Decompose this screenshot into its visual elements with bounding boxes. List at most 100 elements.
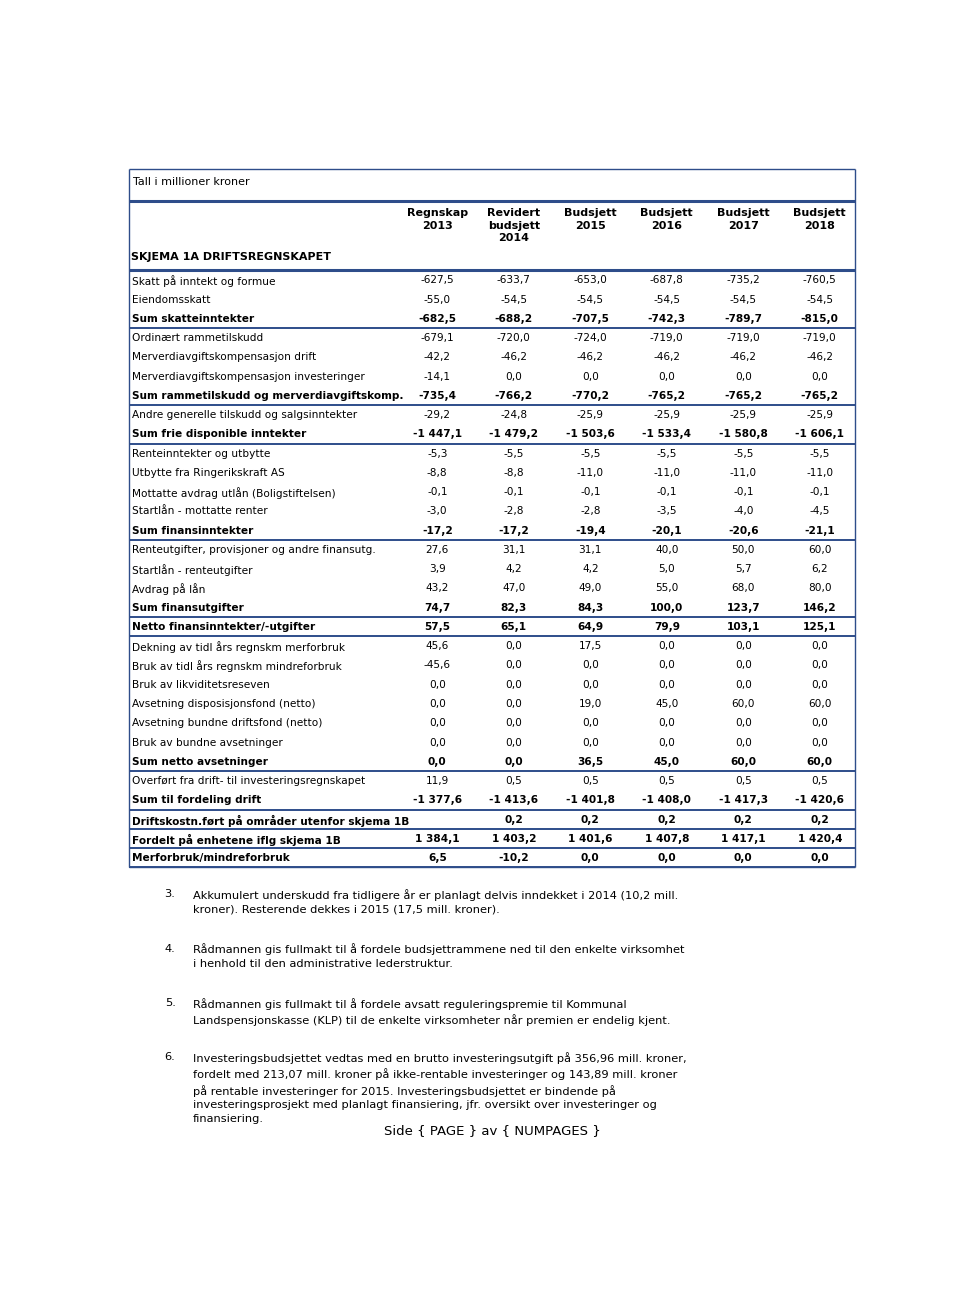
Text: -20,6: -20,6 bbox=[728, 526, 758, 535]
Text: -1 447,1: -1 447,1 bbox=[413, 429, 462, 439]
Text: 0,2: 0,2 bbox=[504, 815, 523, 824]
Text: 0,0: 0,0 bbox=[811, 642, 828, 651]
Text: Fordelt på enhetene iflg skjema 1B: Fordelt på enhetene iflg skjema 1B bbox=[132, 833, 341, 846]
Text: Ordinært rammetilskudd: Ordinært rammetilskudd bbox=[132, 333, 263, 343]
Text: 0,0: 0,0 bbox=[429, 737, 445, 748]
Text: 27,6: 27,6 bbox=[425, 544, 449, 555]
Text: -5,5: -5,5 bbox=[657, 448, 677, 459]
Text: 0,0: 0,0 bbox=[810, 853, 829, 863]
Text: -1 606,1: -1 606,1 bbox=[795, 429, 844, 439]
Text: Sum finansutgifter: Sum finansutgifter bbox=[132, 603, 244, 613]
Text: 0,0: 0,0 bbox=[505, 661, 522, 670]
Text: -770,2: -770,2 bbox=[571, 391, 610, 400]
Text: 1 384,1: 1 384,1 bbox=[415, 833, 460, 844]
Text: Overført fra drift- til investeringsregnskapet: Overført fra drift- til investeringsregn… bbox=[132, 776, 365, 787]
Text: -5,5: -5,5 bbox=[809, 448, 830, 459]
Text: -707,5: -707,5 bbox=[571, 314, 610, 324]
Text: Driftskostn.ført på områder utenfor skjema 1B: Driftskostn.ført på områder utenfor skje… bbox=[132, 815, 409, 827]
Text: 40,0: 40,0 bbox=[655, 544, 679, 555]
Text: Rådmannen gis fullmakt til å fordele budsjettrammene ned til den enkelte virksom: Rådmannen gis fullmakt til å fordele bud… bbox=[193, 943, 684, 969]
Text: Eiendomsskatt: Eiendomsskatt bbox=[132, 294, 210, 305]
Text: Merverdiavgiftskompensasjon drift: Merverdiavgiftskompensasjon drift bbox=[132, 353, 316, 363]
Text: 0,0: 0,0 bbox=[428, 757, 446, 767]
Text: 45,0: 45,0 bbox=[654, 757, 680, 767]
Text: -46,2: -46,2 bbox=[730, 353, 756, 363]
Text: 0,0: 0,0 bbox=[505, 737, 522, 748]
Text: Sum rammetilskudd og merverdiavgiftskomp.: Sum rammetilskudd og merverdiavgiftskomp… bbox=[132, 391, 403, 400]
Text: 0,0: 0,0 bbox=[734, 718, 752, 728]
Text: -46,2: -46,2 bbox=[500, 353, 527, 363]
Text: Avdrag på lån: Avdrag på lån bbox=[132, 583, 205, 595]
Text: 0,2: 0,2 bbox=[658, 815, 676, 824]
Text: -8,8: -8,8 bbox=[427, 468, 447, 478]
Text: 0,0: 0,0 bbox=[429, 679, 445, 689]
Text: SKJEMA 1A DRIFTSREGNSKAPET: SKJEMA 1A DRIFTSREGNSKAPET bbox=[132, 253, 331, 262]
Text: 0,0: 0,0 bbox=[429, 718, 445, 728]
Text: -1 533,4: -1 533,4 bbox=[642, 429, 691, 439]
Text: 31,1: 31,1 bbox=[579, 544, 602, 555]
Text: -1 503,6: -1 503,6 bbox=[565, 429, 614, 439]
Text: -46,2: -46,2 bbox=[577, 353, 604, 363]
Text: 0,0: 0,0 bbox=[734, 642, 752, 651]
Text: -17,2: -17,2 bbox=[498, 526, 529, 535]
Text: Budsjett
2017: Budsjett 2017 bbox=[717, 209, 770, 231]
Text: -54,5: -54,5 bbox=[500, 294, 527, 305]
Text: -3,0: -3,0 bbox=[427, 507, 447, 516]
Text: 0,0: 0,0 bbox=[581, 853, 600, 863]
Text: Skatt på inntekt og formue: Skatt på inntekt og formue bbox=[132, 275, 276, 288]
Text: -1 479,2: -1 479,2 bbox=[490, 429, 539, 439]
Text: -0,1: -0,1 bbox=[427, 487, 447, 498]
Text: Sum finansinntekter: Sum finansinntekter bbox=[132, 526, 253, 535]
Text: -0,1: -0,1 bbox=[503, 487, 524, 498]
Text: 123,7: 123,7 bbox=[727, 603, 760, 613]
Text: 0,0: 0,0 bbox=[659, 718, 675, 728]
Text: -815,0: -815,0 bbox=[801, 314, 839, 324]
Text: -720,0: -720,0 bbox=[497, 333, 531, 343]
Text: -4,0: -4,0 bbox=[733, 507, 754, 516]
Text: Dekning av tidl års regnskm merforbruk: Dekning av tidl års regnskm merforbruk bbox=[132, 642, 345, 653]
Text: 0,0: 0,0 bbox=[811, 372, 828, 381]
Text: 79,9: 79,9 bbox=[654, 622, 680, 632]
Text: 0,5: 0,5 bbox=[505, 776, 522, 787]
Text: -742,3: -742,3 bbox=[648, 314, 685, 324]
Text: Tall i millioner kroner: Tall i millioner kroner bbox=[132, 178, 250, 188]
Text: -0,1: -0,1 bbox=[580, 487, 601, 498]
Text: Renteinntekter og utbytte: Renteinntekter og utbytte bbox=[132, 448, 271, 459]
Text: 43,2: 43,2 bbox=[425, 583, 449, 594]
Text: Bruk av likviditetsreseven: Bruk av likviditetsreseven bbox=[132, 679, 270, 689]
Text: 6.: 6. bbox=[165, 1052, 176, 1063]
Text: 0,0: 0,0 bbox=[582, 718, 599, 728]
Text: 1 420,4: 1 420,4 bbox=[798, 833, 842, 844]
Text: 0,5: 0,5 bbox=[735, 776, 752, 787]
Text: 0,0: 0,0 bbox=[582, 737, 599, 748]
Text: -54,5: -54,5 bbox=[730, 294, 756, 305]
Text: 0,0: 0,0 bbox=[811, 718, 828, 728]
Text: Regnskap
2013: Regnskap 2013 bbox=[407, 209, 468, 231]
Text: -20,1: -20,1 bbox=[652, 526, 683, 535]
Text: 0,0: 0,0 bbox=[734, 853, 753, 863]
Text: 36,5: 36,5 bbox=[577, 757, 603, 767]
Text: 0,0: 0,0 bbox=[734, 679, 752, 689]
Text: 0,0: 0,0 bbox=[505, 679, 522, 689]
Text: -25,9: -25,9 bbox=[653, 410, 681, 420]
Text: -1 420,6: -1 420,6 bbox=[795, 796, 844, 805]
Text: 60,0: 60,0 bbox=[808, 544, 831, 555]
Text: Renteutgifter, provisjoner og andre finansutg.: Renteutgifter, provisjoner og andre fina… bbox=[132, 544, 375, 555]
Text: 31,1: 31,1 bbox=[502, 544, 525, 555]
Text: 0,0: 0,0 bbox=[582, 661, 599, 670]
Text: -719,0: -719,0 bbox=[727, 333, 760, 343]
Text: Netto finansinntekter/-utgifter: Netto finansinntekter/-utgifter bbox=[132, 622, 315, 632]
Text: -54,5: -54,5 bbox=[653, 294, 681, 305]
Text: 0,0: 0,0 bbox=[582, 372, 599, 381]
Text: Budsjett
2018: Budsjett 2018 bbox=[794, 209, 846, 231]
Text: 1 403,2: 1 403,2 bbox=[492, 833, 536, 844]
Text: -1 580,8: -1 580,8 bbox=[719, 429, 768, 439]
Text: Revidert
budsjett
2014: Revidert budsjett 2014 bbox=[487, 209, 540, 244]
Text: Mottatte avdrag utlån (Boligstiftelsen): Mottatte avdrag utlån (Boligstiftelsen) bbox=[132, 487, 336, 499]
Text: -0,1: -0,1 bbox=[657, 487, 677, 498]
Text: Merverdiavgiftskompensasjon investeringer: Merverdiavgiftskompensasjon investeringe… bbox=[132, 372, 365, 381]
Text: -5,5: -5,5 bbox=[733, 448, 754, 459]
Text: -29,2: -29,2 bbox=[423, 410, 451, 420]
Text: 5,0: 5,0 bbox=[659, 564, 675, 574]
Text: 0,0: 0,0 bbox=[582, 679, 599, 689]
